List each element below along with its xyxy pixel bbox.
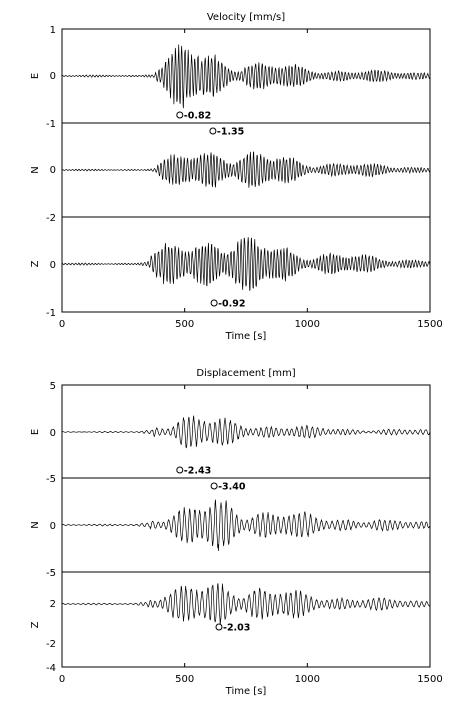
displacement-n-peak-marker: [210, 482, 218, 490]
velocity-n-peak-marker: [209, 127, 217, 135]
displacement-z-peak-label: -2.03: [223, 623, 250, 634]
velocity-ytick-div1: -1: [46, 119, 56, 130]
velocity-z-peak-marker: [210, 299, 218, 307]
velocity-n-trace: [61, 151, 431, 188]
displacement-z-upper-label: 2: [50, 599, 56, 610]
displacement-e-zero-label: 0: [50, 428, 56, 439]
velocity-n-label: N: [30, 166, 41, 173]
displacement-chart: Displacement [mm] 5 -5 -5 -4 0 0 2 -2 E …: [30, 368, 443, 697]
displacement-title: Displacement [mm]: [196, 368, 295, 379]
displacement-ytick-bottom: -4: [46, 663, 56, 674]
displacement-n-peak-label: -3.40: [218, 482, 246, 493]
velocity-z-peak-label: -0.92: [218, 299, 245, 310]
displacement-e-label: E: [30, 429, 41, 435]
displacement-e-trace: [61, 415, 431, 449]
velocity-xtick-0: 0: [59, 319, 65, 330]
velocity-xlabel: Time [s]: [225, 331, 267, 342]
velocity-z-trace: [61, 237, 431, 292]
velocity-z-label: Z: [30, 260, 41, 267]
velocity-title: Velocity [mm/s]: [207, 12, 285, 23]
displacement-n-trace: [61, 499, 431, 551]
displacement-e-peak-label: -2.43: [184, 466, 211, 477]
displacement-x-axis: [61, 385, 431, 667]
velocity-e-peak-marker: [176, 111, 184, 119]
velocity-ytick-top: 1: [50, 25, 56, 36]
velocity-x-axis: [61, 29, 431, 312]
displacement-z-peak-marker: [215, 623, 223, 631]
velocity-chart: Velocity [mm/s] 1 -1 -2 -1 0 0 0 E N Z -…: [30, 12, 443, 342]
velocity-n-zero-label: 0: [50, 165, 56, 176]
velocity-e-zero-label: 0: [50, 71, 56, 82]
displacement-xtick-1000: 1000: [295, 674, 320, 685]
displacement-xtick-1500: 1500: [417, 674, 442, 685]
displacement-z-trace: [61, 583, 431, 626]
displacement-xtick-500: 500: [175, 674, 194, 685]
displacement-z-label: Z: [30, 621, 41, 628]
displacement-ytick-div2: -5: [46, 568, 56, 579]
displacement-xlabel: Time [s]: [225, 686, 267, 697]
displacement-e-peak-marker: [176, 466, 184, 474]
displacement-z-lower-label: -2: [46, 639, 56, 650]
velocity-e-trace: [61, 44, 431, 109]
displacement-n-label: N: [30, 521, 41, 528]
displacement-xtick-0: 0: [59, 674, 65, 685]
displacement-n-zero-label: 0: [50, 521, 56, 532]
displacement-ytick-div1: -5: [46, 474, 56, 485]
velocity-z-zero-label: 0: [50, 260, 56, 271]
velocity-n-peak-label: -1.35: [217, 127, 244, 138]
displacement-ytick-top: 5: [50, 381, 56, 392]
velocity-e-peak-label: -0.82: [184, 111, 211, 122]
velocity-ytick-bottom: -1: [46, 308, 56, 319]
velocity-xtick-1000: 1000: [295, 319, 320, 330]
velocity-ytick-div2: -2: [46, 213, 56, 224]
velocity-e-label: E: [30, 73, 41, 79]
velocity-xtick-1500: 1500: [417, 319, 442, 330]
velocity-xtick-500: 500: [175, 319, 194, 330]
